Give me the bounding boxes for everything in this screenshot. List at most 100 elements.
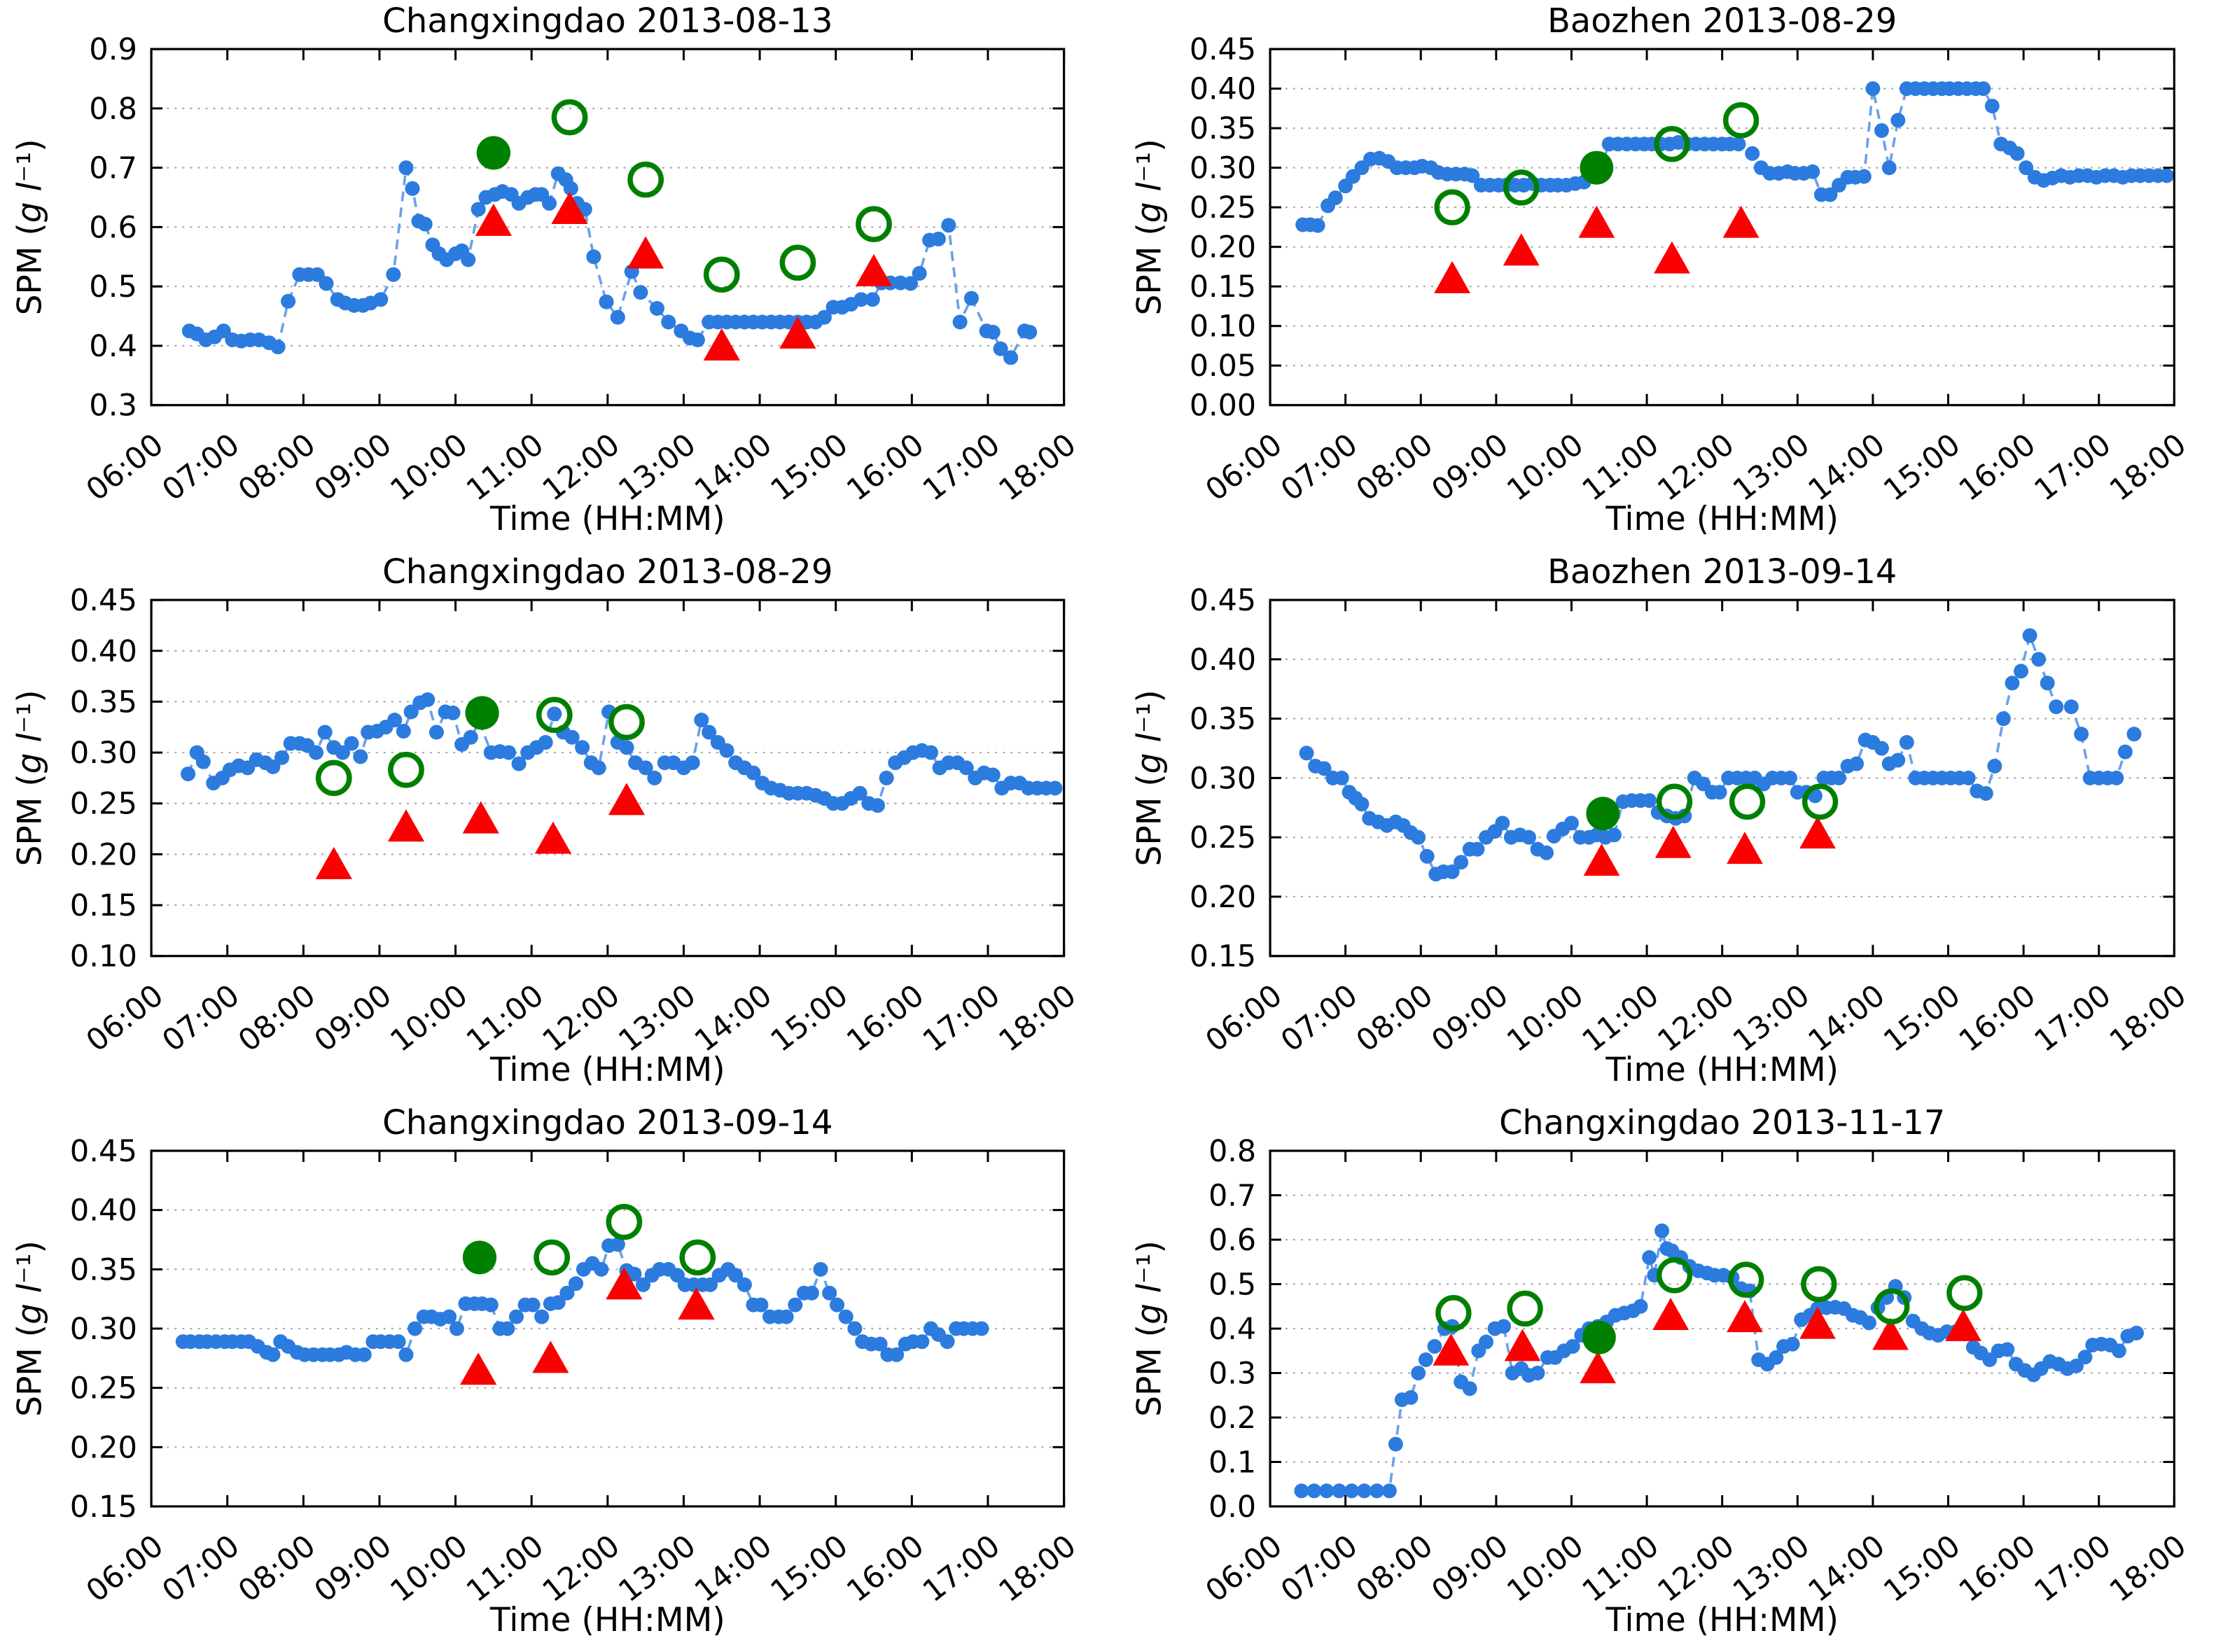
svg-text:14:00: 14:00 [688, 427, 779, 508]
svg-text:0.25: 0.25 [1190, 820, 1256, 855]
svg-text:18:00: 18:00 [993, 1528, 1083, 1609]
svg-text:07:00: 07:00 [1274, 1528, 1364, 1609]
svg-text:0.35: 0.35 [1190, 111, 1256, 146]
svg-text:10:00: 10:00 [1500, 1528, 1590, 1609]
svg-text:12:00: 12:00 [536, 1528, 627, 1609]
svg-text:0.3: 0.3 [89, 388, 137, 424]
svg-text:18:00: 18:00 [993, 978, 1083, 1059]
subplot-changxingdao-2013-08-29: 06:00 07:00 08:00 09:00 10:00 11:00 12:00 13:00… [0, 551, 1120, 1102]
subplot-changxingdao-2013-08-13: 06:00 07:00 08:00 09:00 10:00 11:00 12:00 13:00… [0, 0, 1120, 551]
svg-text:0.20: 0.20 [70, 1430, 137, 1465]
y-gridlines [151, 1209, 1064, 1448]
svg-text:0.35: 0.35 [70, 685, 137, 720]
panel-title: Changxingdao 2013-11-17 [1499, 1104, 1945, 1142]
svg-text:06:00: 06:00 [80, 427, 170, 508]
y-tick-labels: 0.00 0.05 0.10 0.15 0.20 0.25 0.30 0.35 0.40 0.45 [1190, 32, 1256, 424]
tick-marks [150, 598, 1066, 958]
panel-title: Baozhen 2013-09-14 [1547, 553, 1897, 592]
svg-text:0.05: 0.05 [1190, 349, 1256, 384]
svg-text:08:00: 08:00 [232, 1528, 322, 1609]
svg-text:0.30: 0.30 [1190, 151, 1256, 186]
svg-text:0.4: 0.4 [1208, 1312, 1256, 1347]
svg-text:15:00: 15:00 [765, 978, 855, 1059]
green-filled-circle [1582, 1320, 1616, 1354]
svg-text:12:00: 12:00 [1651, 427, 1741, 508]
svg-text:14:00: 14:00 [1802, 1528, 1892, 1609]
svg-text:15:00: 15:00 [1877, 1528, 1967, 1609]
svg-text:08:00: 08:00 [232, 427, 322, 508]
svg-text:11:00: 11:00 [460, 1528, 550, 1609]
svg-text:06:00: 06:00 [80, 978, 170, 1059]
red-triangles [315, 783, 646, 879]
svg-text:12:00: 12:00 [536, 427, 627, 508]
svg-text:18:00: 18:00 [2103, 1528, 2193, 1609]
svg-text:10:00: 10:00 [384, 1528, 474, 1609]
svg-text:08:00: 08:00 [1350, 1528, 1440, 1609]
svg-text:0.0: 0.0 [1208, 1490, 1256, 1525]
x-tick-labels: 06:0007:0008:0009:0010:0011:0012:0013:00… [80, 427, 1082, 508]
green-open-circles [534, 1203, 716, 1276]
y-gridlines [1270, 1194, 2175, 1463]
svg-text:12:00: 12:00 [1651, 978, 1741, 1059]
svg-text:14:00: 14:00 [688, 1528, 779, 1609]
green-filled-circle [465, 696, 499, 730]
svg-text:11:00: 11:00 [1576, 978, 1666, 1059]
svg-text:13:00: 13:00 [612, 427, 702, 508]
svg-text:0.25: 0.25 [1190, 190, 1256, 225]
svg-text:15:00: 15:00 [765, 427, 855, 508]
green-filled-circle [1586, 797, 1620, 831]
svg-text:07:00: 07:00 [156, 427, 246, 508]
svg-text:17:00: 17:00 [2028, 427, 2118, 508]
svg-text:13:00: 13:00 [1727, 1528, 1816, 1609]
svg-text:07:00: 07:00 [156, 978, 246, 1059]
svg-text:0.35: 0.35 [1190, 702, 1256, 737]
svg-text:0.45: 0.45 [1190, 32, 1256, 67]
svg-text:0.2: 0.2 [1208, 1401, 1256, 1436]
x-tick-labels: 06:0007:0008:0009:0010:0011:0012:0013:00… [1199, 1528, 2193, 1609]
svg-text:0.30: 0.30 [70, 1312, 137, 1347]
spm-timeseries [1299, 628, 2142, 882]
svg-text:0.40: 0.40 [70, 634, 137, 669]
svg-text:0.30: 0.30 [1190, 761, 1256, 796]
svg-text:0.00: 0.00 [1190, 388, 1256, 424]
plot-border [150, 598, 1066, 958]
svg-text:0.10: 0.10 [1190, 309, 1256, 344]
y-tick-labels: 0.15 0.20 0.25 0.30 0.35 0.40 0.45 [70, 1134, 137, 1525]
panel-title: Changxingdao 2013-09-14 [382, 1103, 832, 1142]
svg-text:0.20: 0.20 [1190, 230, 1256, 265]
green-open-circles [1656, 783, 1839, 820]
svg-text:0.25: 0.25 [70, 787, 137, 822]
y-axis-label: SPM (g l⁻¹) [11, 690, 49, 866]
svg-text:13:00: 13:00 [1727, 978, 1816, 1059]
spm-timeseries [1294, 1223, 2145, 1499]
red-triangles [460, 1267, 715, 1385]
svg-text:10:00: 10:00 [1500, 978, 1590, 1059]
svg-text:0.40: 0.40 [1190, 72, 1256, 107]
y-axis-label: SPM (g l⁻¹) [11, 139, 49, 315]
green-filled-circle [476, 136, 511, 170]
y-axis-label: SPM (g l⁻¹) [11, 1240, 49, 1417]
y-tick-labels: 0.3 0.4 0.5 0.6 0.7 0.8 0.9 [89, 32, 137, 424]
svg-text:0.5: 0.5 [89, 270, 137, 304]
svg-text:07:00: 07:00 [1274, 978, 1364, 1059]
svg-text:16:00: 16:00 [840, 978, 931, 1059]
svg-text:18:00: 18:00 [2103, 978, 2193, 1059]
svg-text:09:00: 09:00 [1426, 427, 1515, 508]
svg-text:17:00: 17:00 [2028, 978, 2118, 1059]
y-gridlines [1270, 88, 2175, 367]
green-filled-circle [1580, 150, 1614, 185]
svg-text:14:00: 14:00 [688, 978, 779, 1059]
y-tick-labels: 0.15 0.20 0.25 0.30 0.35 0.40 0.45 [1190, 583, 1256, 974]
green-filled-circle [462, 1240, 497, 1275]
y-axis-label: SPM (g l⁻¹) [1131, 690, 1169, 866]
red-triangles [1583, 816, 1836, 876]
svg-text:0.5: 0.5 [1208, 1267, 1256, 1302]
svg-text:17:00: 17:00 [917, 427, 1007, 508]
tick-marks [150, 48, 1066, 407]
svg-text:08:00: 08:00 [1350, 978, 1440, 1059]
x-tick-labels: 06:0007:0008:0009:0010:0011:0012:0013:00… [80, 978, 1082, 1059]
svg-text:0.15: 0.15 [70, 888, 137, 923]
svg-text:14:00: 14:00 [1802, 978, 1892, 1059]
svg-text:07:00: 07:00 [156, 1528, 246, 1609]
x-axis-label: Time (HH:MM) [489, 500, 725, 538]
